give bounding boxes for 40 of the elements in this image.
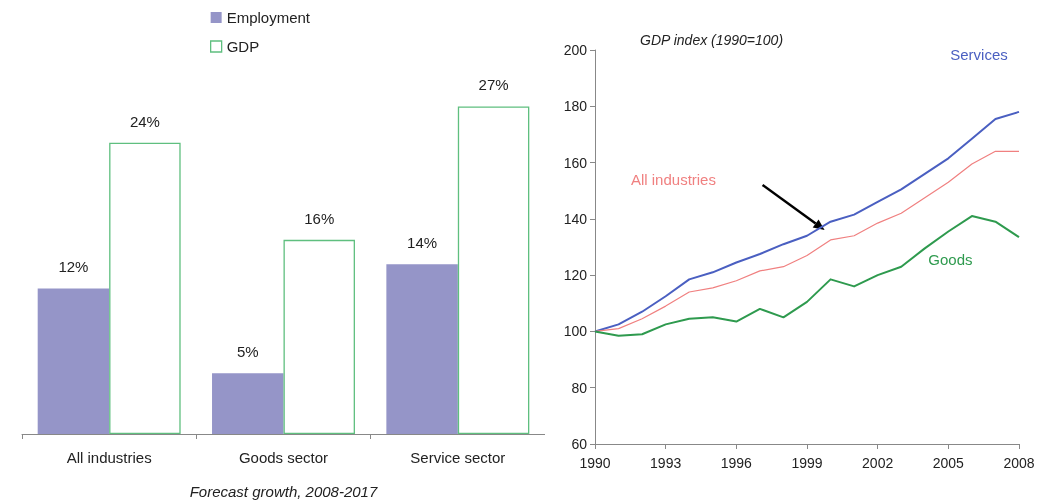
y-tick-label: 80 (571, 379, 588, 396)
line-series (594, 110, 1020, 333)
line-series (594, 150, 1020, 333)
x-tick-label: 2005 (932, 455, 965, 471)
data-label: 12% (58, 258, 89, 276)
bar (283, 239, 355, 434)
bar (109, 142, 181, 434)
x-tick-label: 1996 (720, 455, 753, 471)
x-axis-title: Forecast growth, 2008-2017 (189, 483, 378, 500)
bar (386, 264, 458, 434)
data-label: 16% (304, 209, 335, 227)
line-series (594, 215, 1020, 337)
data-label: 24% (129, 112, 160, 130)
legend-label: GDP (226, 38, 260, 55)
y-tick-label: 200 (563, 42, 588, 58)
data-label: 14% (407, 234, 438, 252)
data-label: 27% (478, 76, 509, 94)
x-tick-label: Service sector (410, 449, 506, 466)
series-label: Goods (928, 250, 973, 268)
x-tick-label: Goods sector (238, 449, 329, 466)
legend-label: Employment (226, 9, 311, 26)
x-tick-label: 2008 (1003, 455, 1035, 471)
x-tick-label: 1999 (791, 455, 823, 471)
bar (457, 106, 530, 434)
y-tick-label: 180 (563, 98, 588, 115)
x-tick-label: All industries (66, 449, 152, 466)
bar (212, 373, 284, 434)
x-tick-label: 1993 (650, 455, 682, 471)
text: All industries (630, 170, 716, 188)
data-label: 5% (236, 343, 259, 361)
x-tick-label: 2002 (862, 455, 894, 471)
y-tick-label: 120 (563, 267, 588, 284)
text: Services (950, 45, 1008, 63)
x-tick-label: 1990 (579, 455, 611, 471)
y-tick-label: 100 (563, 323, 588, 340)
y-tick-label: 160 (563, 154, 588, 171)
y-tick-label: 140 (563, 210, 588, 227)
y-tick-label: 60 (571, 436, 588, 452)
bar (37, 288, 110, 434)
chart-title: GDP index (1990=100) (640, 32, 784, 48)
